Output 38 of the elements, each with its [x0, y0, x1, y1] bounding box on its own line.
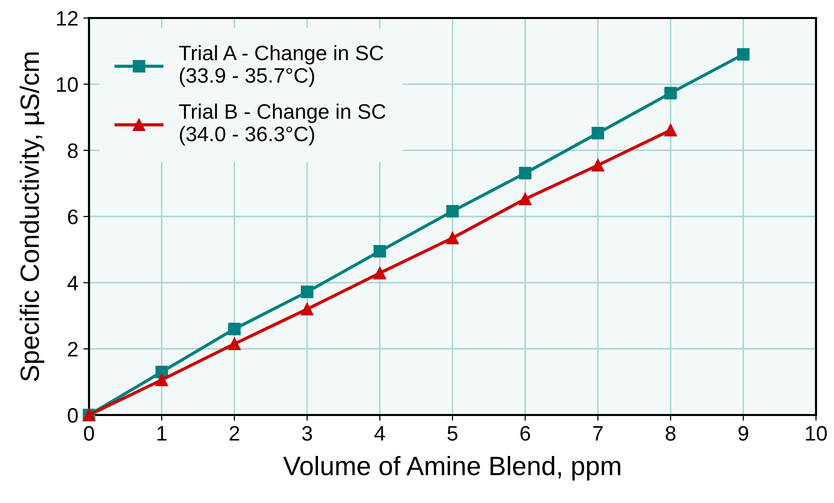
point [446, 232, 459, 244]
x-tick-label: 7 [593, 426, 603, 441]
x-tick-label: 0 [84, 426, 94, 441]
point [374, 244, 386, 258]
point [664, 86, 677, 100]
x-tick-label: 5 [448, 426, 458, 441]
y-tick-label: 2 [68, 342, 78, 356]
point [518, 166, 532, 180]
y-tick-label: 8 [68, 143, 78, 158]
legend-label: Trial A - Change in SC (33.9 - 35.7°C) [179, 45, 384, 87]
point [592, 158, 604, 172]
y-tick-label: 6 [68, 210, 78, 224]
point [518, 192, 532, 206]
x-tick-label: 9 [738, 426, 748, 441]
point [374, 266, 386, 280]
point [155, 374, 168, 386]
point [228, 338, 241, 350]
y-tick-label: 0 [68, 408, 78, 423]
point [592, 126, 604, 140]
y-tick-label: 10 [57, 77, 78, 92]
x-tick-label: 8 [666, 426, 676, 441]
x-tick-label: 10 [806, 426, 827, 441]
x-tick-label: 4 [374, 426, 385, 441]
x-tick-label: 1 [157, 426, 166, 441]
point [300, 286, 314, 298]
point [300, 302, 314, 316]
y-tick-label: 4 [67, 276, 78, 290]
x-axis-title: Volume of Amine Blend, ppm [283, 456, 620, 481]
point [228, 322, 241, 336]
legend-label: Trial B - Change in SC (34.0 - 36.3°C) [179, 104, 386, 146]
x-tick-label: 2 [230, 426, 240, 441]
y-axis-title: Specific Conductivity, µS/cm [20, 52, 44, 382]
y-tick-label: 12 [57, 11, 78, 26]
point [446, 204, 459, 218]
x-tick-label: 3 [302, 426, 312, 441]
x-tick-label: 6 [520, 426, 530, 441]
point [737, 48, 750, 61]
point [664, 124, 677, 136]
